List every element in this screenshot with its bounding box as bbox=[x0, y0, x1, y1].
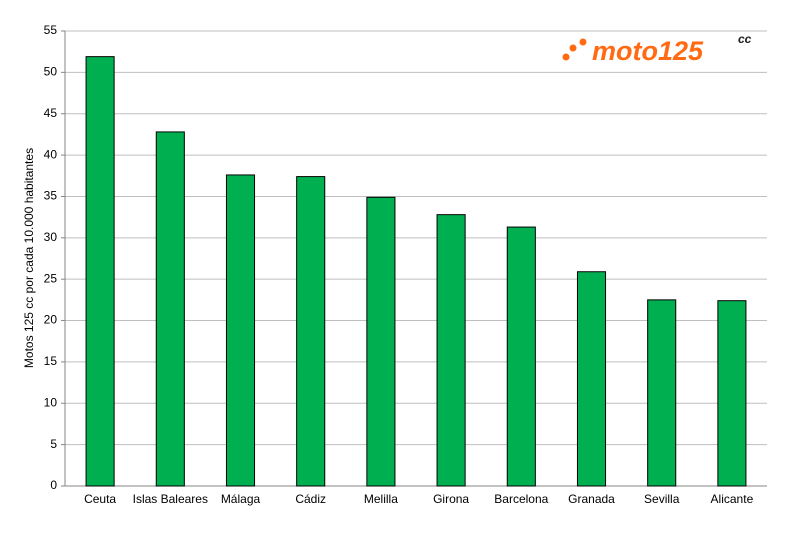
y-tick-label: 10 bbox=[44, 395, 58, 409]
x-tick-label: Sevilla bbox=[644, 492, 680, 506]
bar bbox=[506, 226, 536, 487]
bar bbox=[717, 300, 747, 487]
y-tick-label: 55 bbox=[44, 23, 58, 37]
logo-dot bbox=[579, 38, 587, 46]
bar bbox=[576, 271, 607, 487]
y-tick-label: 15 bbox=[44, 354, 58, 368]
x-tick-label: Granada bbox=[568, 492, 615, 506]
x-tick-label: Melilla bbox=[364, 492, 398, 506]
x-tick-label: Islas Baleares bbox=[133, 492, 208, 506]
y-tick-label: 0 bbox=[50, 478, 57, 492]
bar bbox=[155, 131, 185, 487]
y-axis-label: Motos 125 cc por cada 10.000 habitantes bbox=[22, 148, 36, 368]
bar bbox=[436, 214, 466, 487]
bar bbox=[647, 299, 677, 487]
bar bbox=[366, 196, 396, 487]
y-tick-label: 5 bbox=[50, 437, 57, 451]
logo: moto125 cc bbox=[562, 32, 752, 66]
logo-superscript: cc bbox=[738, 32, 752, 46]
y-tick-label: 35 bbox=[44, 189, 58, 203]
y-tick-label: 40 bbox=[44, 147, 58, 161]
y-tick-label: 30 bbox=[44, 230, 58, 244]
bar bbox=[296, 176, 326, 487]
y-tick-label: 20 bbox=[44, 313, 58, 327]
bar bbox=[85, 56, 115, 487]
y-tick-label: 50 bbox=[44, 65, 58, 79]
logo-dot bbox=[562, 53, 570, 61]
y-tick-label: 45 bbox=[44, 106, 58, 120]
y-tick-label: 25 bbox=[44, 271, 58, 285]
x-tick-label: Málaga bbox=[221, 492, 261, 506]
logo-dot bbox=[569, 44, 577, 52]
x-tick-label: Girona bbox=[433, 492, 469, 506]
x-tick-label: Ceuta bbox=[84, 492, 116, 506]
logo-text: moto125 bbox=[592, 36, 704, 66]
x-tick-label: Alicante bbox=[711, 492, 754, 506]
bar bbox=[225, 174, 256, 487]
x-tick-label: Cádiz bbox=[295, 492, 326, 506]
x-tick-label: Barcelona bbox=[494, 492, 548, 506]
